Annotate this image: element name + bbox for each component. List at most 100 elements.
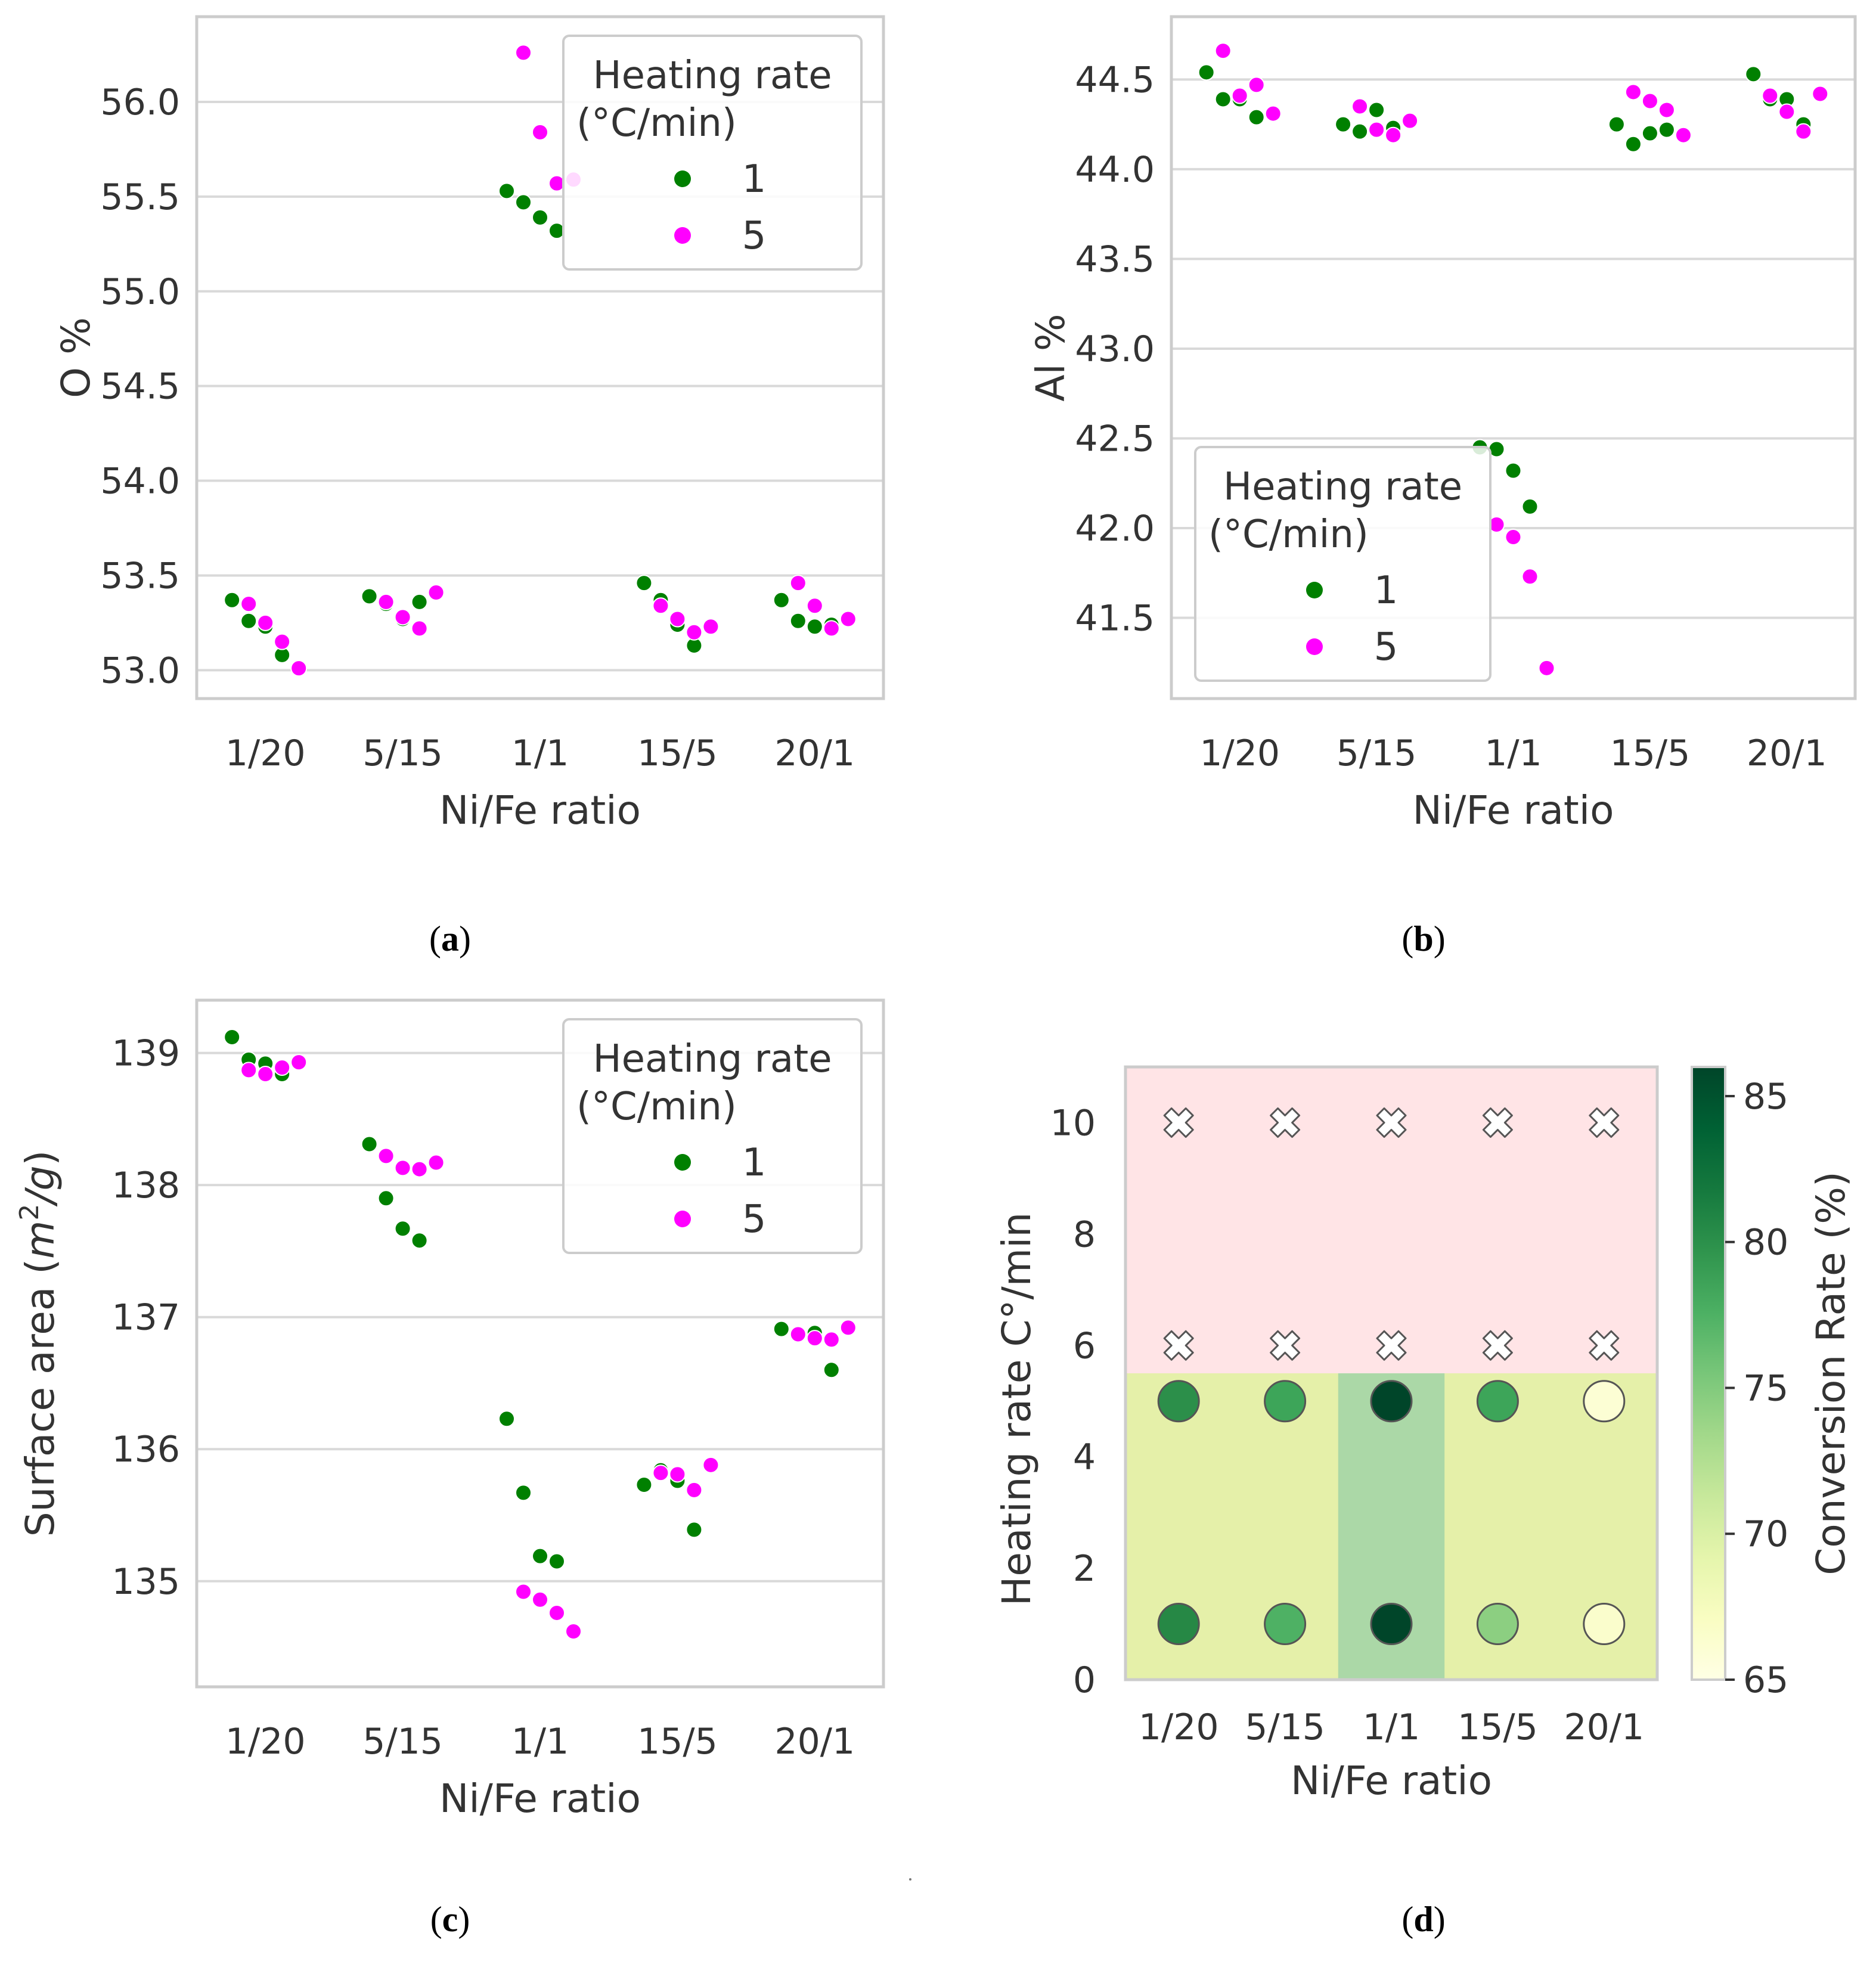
- legend-marker: [1306, 638, 1323, 655]
- panel-label: (c): [430, 1900, 470, 1939]
- conversion-marker: [1157, 1380, 1200, 1423]
- conversion-marker: [1264, 1603, 1307, 1646]
- legend-entry-label: 5: [1374, 625, 1399, 669]
- y-axis-label-part: Surface area (: [17, 1259, 63, 1537]
- data-point-1: [1505, 462, 1522, 479]
- data-point-1: [686, 1521, 703, 1538]
- data-point-1: [515, 194, 532, 211]
- data-point-5: [686, 623, 703, 641]
- y-tick-label: 43.0: [1075, 328, 1155, 370]
- data-point-5: [702, 1456, 720, 1473]
- data-point-5: [1658, 101, 1675, 119]
- data-point-5: [565, 1622, 582, 1640]
- y-tick-label: 0: [1073, 1659, 1096, 1701]
- x-tick-label: 1/1: [511, 1721, 569, 1763]
- legend-frame: [562, 35, 863, 271]
- y-axis-label-part: 2: [14, 1204, 45, 1221]
- y-axis-label-part: g: [17, 1165, 63, 1190]
- data-point-1: [635, 575, 653, 592]
- data-point-1: [498, 182, 515, 200]
- data-point-1: [1624, 135, 1642, 153]
- data-point-1: [789, 612, 807, 629]
- data-point-1: [1745, 66, 1762, 83]
- data-point-1: [635, 1476, 653, 1494]
- data-point-1: [411, 593, 428, 610]
- x-tick-label: 1/1: [1484, 733, 1542, 774]
- x-tick-label: 5/15: [362, 733, 443, 774]
- data-point-5: [411, 620, 428, 637]
- failed-marker: [1376, 1107, 1407, 1138]
- y-tick-label: 136: [111, 1429, 180, 1470]
- x-tick-label: 15/5: [637, 733, 718, 774]
- data-point-5: [257, 614, 274, 631]
- panel-label-close: ): [1434, 919, 1446, 958]
- data-point-5: [394, 1159, 411, 1177]
- x-tick-label: 20/1: [1747, 733, 1827, 774]
- y-tick-label: 135: [111, 1561, 180, 1603]
- x-tick-label: 5/15: [1245, 1707, 1325, 1748]
- data-point-5: [411, 1161, 428, 1178]
- y-axis-label: Al %: [1028, 314, 1074, 401]
- panel-label-open: (: [430, 1900, 442, 1939]
- data-point-5: [515, 44, 532, 61]
- infeasible-region: [1125, 1067, 1657, 1373]
- legend-title: Heating rate: [1223, 465, 1462, 509]
- data-point-5: [532, 123, 548, 141]
- x-tick-label: 20/1: [774, 733, 855, 774]
- conversion-marker: [1476, 1380, 1519, 1423]
- data-point-5: [1521, 568, 1539, 585]
- conversion-marker: [1583, 1380, 1626, 1423]
- colorbar-tick-label: 65: [1743, 1659, 1788, 1701]
- x-tick-label: 15/5: [1458, 1707, 1538, 1748]
- panel-label-letter: d: [1413, 1900, 1433, 1939]
- x-tick-label: 1/1: [511, 733, 569, 774]
- y-tick-label: 44.0: [1075, 149, 1155, 191]
- data-point-5: [240, 1062, 258, 1079]
- y-axis-label-part: ): [17, 1150, 63, 1166]
- data-point-1: [773, 591, 790, 609]
- legend-marker: [674, 1211, 691, 1227]
- data-point-1: [823, 1361, 840, 1379]
- x-tick-label: 15/5: [1610, 733, 1691, 774]
- legend-entry-label: 1: [742, 1141, 767, 1185]
- y-tick-label: 56.0: [100, 82, 180, 123]
- data-point-5: [1401, 112, 1419, 129]
- conversion-marker: [1583, 1603, 1626, 1646]
- data-point-5: [839, 1319, 857, 1336]
- data-point-1: [240, 612, 258, 629]
- data-point-5: [1812, 85, 1829, 103]
- data-point-5: [1351, 98, 1369, 115]
- data-point-1: [1351, 123, 1369, 140]
- data-point-5: [652, 1465, 669, 1482]
- panel-label-close: ): [459, 919, 471, 958]
- x-tick-label: 1/20: [225, 733, 306, 774]
- data-point-5: [394, 609, 411, 626]
- y-tick-label: 53.0: [100, 650, 180, 691]
- x-tick-label: 1/20: [1139, 1707, 1219, 1748]
- legend-title-unit: (°C/min): [1208, 513, 1369, 557]
- chart-panel-d: 0 2 4 6 8 10 1/20 5/15 1/1 15/5 20/1 Ni/Fe ratio Hea…: [994, 1065, 1854, 1804]
- data-point-5: [377, 593, 395, 610]
- data-point-1: [1608, 116, 1625, 133]
- data-point-5: [1641, 92, 1658, 110]
- data-point-5: [1624, 83, 1642, 101]
- legend-entry-label: 5: [742, 1197, 767, 1242]
- data-point-1: [1214, 91, 1232, 108]
- panel-label-open: (: [1401, 919, 1413, 958]
- y-tick-label: 54.5: [100, 366, 180, 408]
- x-axis-label: Ni/Fe ratio: [1291, 1758, 1492, 1804]
- y-tick-label: 54.0: [100, 461, 180, 502]
- data-point-5: [1538, 659, 1555, 677]
- data-point-1: [394, 1220, 411, 1237]
- conversion-marker: [1157, 1603, 1200, 1646]
- conversion-marker: [1264, 1380, 1307, 1423]
- y-tick-label: 43.5: [1075, 238, 1155, 280]
- y-tick-label: 10: [1050, 1102, 1096, 1144]
- y-tick-label: 2: [1073, 1548, 1096, 1590]
- data-point-5: [377, 1147, 395, 1165]
- data-point-5: [290, 1054, 308, 1071]
- data-point-5: [823, 1331, 840, 1348]
- data-point-5: [1385, 126, 1402, 144]
- panel-label-open: (: [1401, 1900, 1413, 1939]
